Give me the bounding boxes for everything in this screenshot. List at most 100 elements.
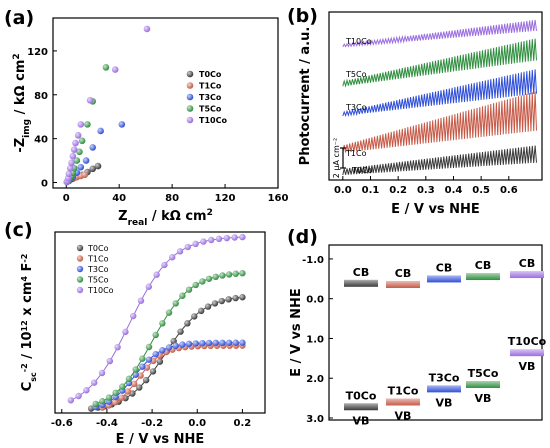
point-t3co	[145, 356, 153, 363]
point-t5co	[165, 309, 173, 316]
cb-level-t3co	[427, 275, 461, 283]
cb-label-t3co: CB	[436, 261, 452, 274]
legend-label-t5co: T5Co	[199, 105, 222, 114]
point-t3co	[97, 127, 104, 135]
legend-label-t0co: T0Co	[87, 244, 109, 253]
panel-b: 0.0 0.1 0.2 0.3 0.4 0.5 0.6 E / V vs NHE Photocu…	[298, 11, 543, 217]
photocurrent-trace-t5co	[342, 38, 537, 88]
point-t1co	[124, 388, 132, 395]
point-t5co	[192, 281, 199, 289]
point-t3co	[239, 339, 246, 346]
point-t5co	[73, 157, 81, 164]
x-tick-label-b: 0.5	[472, 185, 490, 196]
legend-marker-t5co	[76, 276, 84, 283]
point-t0co	[218, 297, 225, 305]
point-t10co	[145, 283, 153, 290]
point-t5co	[152, 331, 159, 339]
point-t5co	[179, 292, 186, 299]
trace-label-t5co: T5Co	[345, 70, 367, 79]
y-tick-label-d: 0.0	[306, 295, 324, 306]
point-t3co	[159, 347, 166, 354]
point-t3co	[152, 350, 159, 358]
point-t0co	[177, 328, 184, 335]
vb-level-t3co	[427, 385, 461, 393]
point-t0co	[149, 368, 157, 375]
vb-level-t0co	[344, 403, 378, 411]
material-label-t5co: T5Co	[468, 367, 499, 380]
point-t0co	[142, 376, 150, 384]
mott-schottky-line-t5co	[95, 272, 243, 405]
point-t5co	[172, 300, 179, 307]
y-axis-label-b: Photocurrent / a.u.	[298, 27, 313, 166]
x-tick-label-b: 0.4	[445, 185, 463, 196]
legend-marker-t10co	[186, 116, 194, 124]
point-t5co	[145, 343, 153, 351]
point-t10co	[215, 235, 223, 243]
point-t10co	[83, 387, 90, 394]
point-t5co	[132, 366, 139, 373]
cb-level-t1co	[386, 280, 420, 288]
point-t10co	[184, 243, 192, 251]
x-tick-label-c: 0.2	[234, 418, 252, 429]
point-t0co	[89, 165, 97, 173]
x-tick-label-b: 0.2	[389, 185, 407, 196]
panel-label-a: (a)	[4, 7, 34, 29]
y-tick-label-d: 2.0	[306, 374, 324, 385]
point-t10co	[153, 271, 160, 278]
point-t3co	[172, 342, 179, 349]
point-t10co	[239, 233, 246, 241]
x-tick-label-c: -0.4	[96, 418, 118, 429]
x-axis-label-c: E / V vs NHE	[116, 432, 205, 447]
point-t10co	[66, 164, 74, 172]
point-t5co	[232, 270, 239, 277]
legend-label-t10co: T10Co	[199, 116, 227, 125]
point-t5co	[99, 398, 106, 405]
point-t10co	[200, 238, 207, 245]
point-t1co	[81, 171, 89, 179]
point-t10co	[223, 234, 231, 242]
point-t0co	[184, 320, 191, 327]
legend-marker-t1co	[76, 255, 84, 262]
vb-level-t1co	[386, 398, 420, 406]
plot-frame-b	[328, 11, 543, 181]
cb-level-t5co	[466, 273, 500, 281]
legend-label-t1co: T1Co	[199, 82, 222, 91]
point-t1co	[111, 399, 119, 406]
y-axis-label-d: E / V vs NHE	[289, 288, 304, 377]
point-t10co	[137, 297, 145, 304]
panel-label-b: (b)	[287, 5, 318, 27]
material-label-t0co: T0Co	[346, 389, 377, 402]
photocurrent-trace-t0co	[342, 145, 537, 176]
cb-label-t10co: CB	[519, 257, 535, 270]
legend-label-t5co: T5Co	[87, 276, 109, 285]
point-t10co	[106, 357, 114, 365]
trace-label-t0co: T0Co	[351, 166, 373, 175]
point-t10co	[75, 392, 82, 400]
y-tick-label-d: -1.0	[302, 255, 324, 266]
panel-d: -1.0 0.0 1.0 2.0 3.0 E / V vs NHE CB T0Co VB CB T1…	[289, 244, 547, 427]
point-t3co	[82, 157, 90, 164]
point-t10co	[68, 159, 75, 167]
cb-level-t0co	[344, 279, 378, 287]
point-t0co	[204, 303, 212, 310]
x-tick-label-a: 0	[63, 193, 70, 204]
point-t3co	[179, 341, 186, 348]
point-t10co	[91, 379, 98, 386]
point-t10co	[192, 240, 199, 248]
point-t10co	[114, 343, 121, 351]
point-t10co	[208, 236, 215, 244]
point-t5co	[185, 286, 193, 293]
point-t3co	[192, 340, 199, 347]
legend-marker-t5co	[186, 105, 194, 112]
y-tick-label-d: 1.0	[306, 334, 324, 345]
plot-frame-c	[54, 231, 266, 414]
photocurrent-trace-t3co	[342, 69, 537, 117]
panel-c: -0.6 -0.4 -0.2 0.0 0.2 E / V vs NHE Csc-2 / 10…	[20, 231, 266, 447]
material-label-t3co: T3Co	[429, 371, 460, 384]
point-t10co	[169, 254, 176, 261]
legend-label-t1co: T1Co	[87, 255, 109, 264]
point-t3co	[219, 339, 226, 347]
point-t3co	[165, 344, 173, 351]
